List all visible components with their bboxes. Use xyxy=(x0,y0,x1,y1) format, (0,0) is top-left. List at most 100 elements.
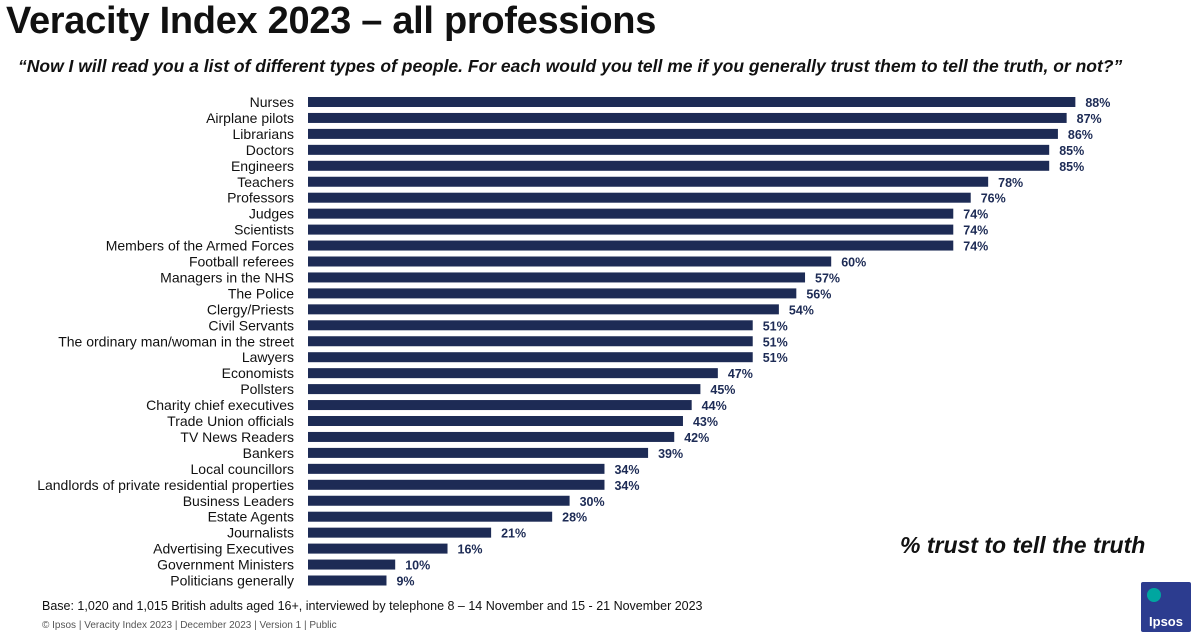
bar xyxy=(308,559,396,570)
bar xyxy=(308,224,954,235)
bar xyxy=(308,463,605,474)
value-label: 9% xyxy=(396,575,414,589)
value-label: 85% xyxy=(1059,144,1084,158)
value-label: 74% xyxy=(963,224,988,238)
category-label: Managers in the NHS xyxy=(160,269,294,285)
chart-subtitle: % trust to tell the truth xyxy=(900,532,1146,558)
category-label: Members of the Armed Forces xyxy=(106,238,294,254)
category-label: Pollsters xyxy=(240,381,294,397)
bar xyxy=(308,431,675,442)
value-label: 60% xyxy=(841,256,866,270)
bar xyxy=(308,352,753,363)
bar xyxy=(308,575,387,586)
category-label: Nurses xyxy=(250,94,294,110)
value-label: 21% xyxy=(501,527,526,541)
category-label: Football referees xyxy=(189,254,294,270)
value-label: 56% xyxy=(806,287,831,301)
bar xyxy=(308,208,954,219)
value-label: 51% xyxy=(763,351,788,365)
category-label: Economists xyxy=(222,365,294,381)
bar xyxy=(308,304,779,315)
value-label: 51% xyxy=(763,319,788,333)
category-label: Scientists xyxy=(234,222,294,238)
bar xyxy=(308,288,797,299)
value-label: 39% xyxy=(658,447,683,461)
category-label: Librarians xyxy=(233,126,294,142)
bar xyxy=(308,320,753,331)
bar xyxy=(308,527,492,538)
value-label: 34% xyxy=(614,479,639,493)
bar xyxy=(308,416,683,426)
category-label: Airplane pilots xyxy=(206,110,294,126)
chart-title: Veracity Index 2023 – all professions xyxy=(6,0,657,42)
category-label: The Police xyxy=(228,285,294,301)
bar xyxy=(308,97,1076,107)
category-label: Business Leaders xyxy=(183,493,294,509)
bar-chart: Nurses 88% Airplane pilots 87% Librarians 86%… xyxy=(37,94,1110,589)
category-label: Politicians generally xyxy=(170,573,294,589)
bar xyxy=(308,160,1050,171)
category-label: Government Ministers xyxy=(157,557,294,573)
base-note: Base: 1,020 and 1,015 British adults age… xyxy=(42,599,703,613)
footer-note: © Ipsos | Veracity Index 2023 | December… xyxy=(42,620,337,631)
bar xyxy=(308,112,1067,123)
logo-text: Ipsos xyxy=(1149,614,1183,629)
bar xyxy=(308,543,448,554)
category-label: Journalists xyxy=(227,525,294,541)
bar xyxy=(308,495,570,506)
bar xyxy=(308,176,989,187)
category-label: Doctors xyxy=(246,142,294,158)
category-label: Estate Agents xyxy=(208,509,294,525)
bar xyxy=(308,256,832,267)
value-label: 85% xyxy=(1059,160,1084,174)
bar xyxy=(308,479,605,490)
bar xyxy=(308,400,692,411)
category-label: Local councillors xyxy=(191,461,295,477)
category-label: Charity chief executives xyxy=(146,397,294,413)
value-label: 51% xyxy=(763,335,788,349)
category-label: Trade Union officials xyxy=(167,413,294,429)
bar xyxy=(308,368,718,379)
value-label: 10% xyxy=(405,559,430,573)
value-label: 54% xyxy=(789,303,814,317)
bar xyxy=(308,511,553,522)
value-label: 34% xyxy=(614,463,639,477)
bar xyxy=(308,240,954,251)
value-label: 45% xyxy=(710,383,735,397)
category-label: Bankers xyxy=(243,445,294,461)
value-label: 78% xyxy=(998,176,1023,190)
survey-question: “Now I will read you a list of different… xyxy=(18,56,1123,76)
category-label: The ordinary man/woman in the street xyxy=(58,333,294,349)
value-label: 76% xyxy=(981,192,1006,206)
logo-mark-icon xyxy=(1147,588,1161,602)
category-label: Teachers xyxy=(237,174,294,190)
category-label: Engineers xyxy=(231,158,294,174)
value-label: 86% xyxy=(1068,128,1093,142)
value-label: 87% xyxy=(1077,112,1102,126)
value-label: 28% xyxy=(562,511,587,525)
category-label: Civil Servants xyxy=(208,317,294,333)
value-label: 30% xyxy=(580,495,605,509)
value-label: 88% xyxy=(1085,96,1110,110)
bar xyxy=(308,192,971,203)
value-label: 43% xyxy=(693,415,718,429)
bar xyxy=(308,447,649,458)
category-label: Professors xyxy=(227,190,294,206)
ipsos-logo: Ipsos xyxy=(1141,582,1191,632)
value-label: 74% xyxy=(963,208,988,222)
category-label: TV News Readers xyxy=(180,429,294,445)
value-label: 44% xyxy=(702,399,727,413)
value-label: 47% xyxy=(728,367,753,381)
bar xyxy=(308,272,806,283)
value-label: 74% xyxy=(963,240,988,254)
value-label: 16% xyxy=(458,543,483,557)
value-label: 42% xyxy=(684,431,709,445)
bar xyxy=(308,144,1050,155)
category-label: Lawyers xyxy=(242,349,294,365)
bar xyxy=(308,384,701,395)
category-label: Landlords of private residential propert… xyxy=(37,477,294,493)
category-label: Judges xyxy=(249,206,294,222)
bar xyxy=(308,128,1058,139)
bar xyxy=(308,336,753,347)
category-label: Advertising Executives xyxy=(153,541,294,557)
